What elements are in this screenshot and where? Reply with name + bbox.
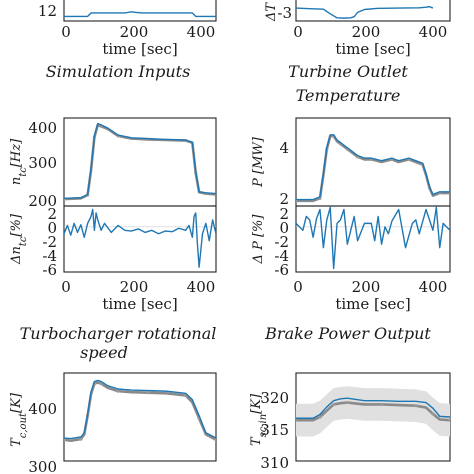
y-tick-label: 2	[279, 190, 289, 208]
y-axis-label: Δntc[%]	[9, 213, 29, 265]
series-line-model	[296, 134, 450, 201]
data-point	[345, 400, 349, 405]
x-axis-label: time [sec]	[335, 295, 410, 313]
y-axis-label: Δ P [%]	[251, 214, 266, 265]
series-line-model	[64, 379, 216, 440]
caption-turbocharger-speed: speed	[80, 343, 128, 362]
x-axis-label: time [sec]	[102, 40, 177, 58]
series-line-reference	[64, 123, 216, 201]
y-tick-label: 2	[47, 205, 57, 223]
x-tick-label: 0	[61, 23, 71, 41]
y-axis-label: P [MW]	[251, 136, 266, 188]
y-tick-label: -4	[42, 247, 57, 265]
series-line-reference	[296, 401, 450, 422]
series-line-reference	[64, 381, 216, 443]
y-tick-label: 400	[28, 119, 57, 137]
x-tick-label: 200	[120, 23, 149, 41]
panel-compressor-outlet-temperature: 300 400 Tc,out[K]	[9, 372, 217, 474]
axes-frame	[63, 205, 217, 273]
y-tick-label: 310	[260, 454, 289, 472]
y-tick-label: 0	[47, 219, 57, 237]
x-tick-label: 200	[120, 278, 149, 296]
y-tick-label: 0	[279, 219, 289, 237]
data-point	[318, 415, 322, 419]
data-point	[79, 437, 83, 441]
caption-brake-power: Brake Power Output	[264, 324, 431, 343]
data-point	[214, 438, 216, 442]
y-tick-label: 320	[260, 389, 289, 407]
panel-simulation-inputs: 12 0 200 400 time [sec] Simulation Input…	[38, 0, 217, 81]
caption-simulation-inputs: Simulation Inputs	[46, 62, 191, 81]
y-tick-label: 2	[279, 205, 289, 223]
series-line-model	[64, 208, 216, 268]
x-axis-label: time [sec]	[102, 295, 177, 313]
uncertainty-band	[296, 386, 450, 437]
x-tick-label: 0	[293, 278, 303, 296]
panel-scavenging-air-temperature: 310 315 320 Tsc,in[K]	[249, 372, 451, 472]
data-point	[431, 412, 435, 416]
data-point	[414, 404, 418, 408]
y-tick-label: -2	[42, 233, 57, 251]
y-tick-label: 400	[28, 400, 57, 418]
caption-turbine-outlet-temperature: Temperature	[296, 86, 401, 105]
series-line-reference	[296, 134, 450, 203]
y-tick-label: 300	[28, 154, 57, 172]
y-axis-label: Tc,out[K]	[9, 392, 29, 447]
caption-turbine-outlet-temperature: Turbine Outlet	[288, 62, 408, 81]
y-tick-label: 315	[260, 421, 289, 439]
y-tick-label: 300	[28, 458, 57, 474]
series-line-model	[296, 5, 434, 19]
data-point	[332, 402, 336, 407]
x-axis-label: time [sec]	[335, 40, 410, 58]
y-tick-label: -2	[274, 233, 289, 251]
x-tick-label: 400	[187, 23, 216, 41]
axes-frame	[295, 0, 451, 22]
y-tick-label: 4	[279, 139, 289, 157]
data-point	[448, 418, 450, 422]
data-point	[296, 418, 298, 422]
panel-brake-power-error: -6 -4 -2 0 2 Δ P [%] 0 200 400 time [sec…	[251, 205, 451, 343]
y-tick-label: -6	[42, 261, 57, 279]
series-line-model	[64, 11, 216, 18]
x-tick-label: 400	[419, 278, 448, 296]
panel-turbocharger-speed: 200 300 400 ntc[Hz]	[9, 117, 217, 210]
y-tick-label: -6	[274, 261, 289, 279]
y-tick-label: 12	[38, 2, 57, 20]
data-point	[99, 382, 103, 386]
data-point	[379, 402, 384, 407]
y-tick-label: -3	[277, 4, 292, 22]
axes-frame	[295, 205, 451, 273]
data-point	[146, 391, 151, 395]
y-tick-label: -4	[274, 247, 289, 265]
y-axis-label: ntc[Hz]	[9, 138, 29, 185]
series-line-model	[296, 397, 450, 419]
y-axis-label: ΔT	[264, 2, 279, 22]
data-point	[116, 389, 120, 393]
panel-turbine-outlet-temperature: -3 ΔT 0 200 400 time [sec] Turbine Outle…	[264, 0, 451, 105]
x-tick-label: 200	[352, 23, 381, 41]
x-tick-label: 400	[187, 278, 216, 296]
panel-brake-power: 2 4 P [MW]	[251, 117, 451, 208]
series-line-model	[296, 206, 450, 270]
x-tick-label: 200	[352, 278, 381, 296]
caption-turbocharger-speed: Turbocharger rotational	[20, 324, 217, 343]
axes-frame	[63, 0, 217, 22]
axes-frame	[295, 117, 451, 207]
data-point	[64, 438, 66, 442]
x-tick-label: 0	[61, 278, 71, 296]
panel-turbocharger-speed-error: -6 -4 -2 0 2 Δntc[%] 0 200 400 time [sec…	[9, 205, 217, 362]
y-tick-label: 200	[28, 192, 57, 210]
series-line-model	[64, 122, 216, 199]
x-tick-label: 400	[419, 23, 448, 41]
x-tick-label: 0	[293, 23, 303, 41]
